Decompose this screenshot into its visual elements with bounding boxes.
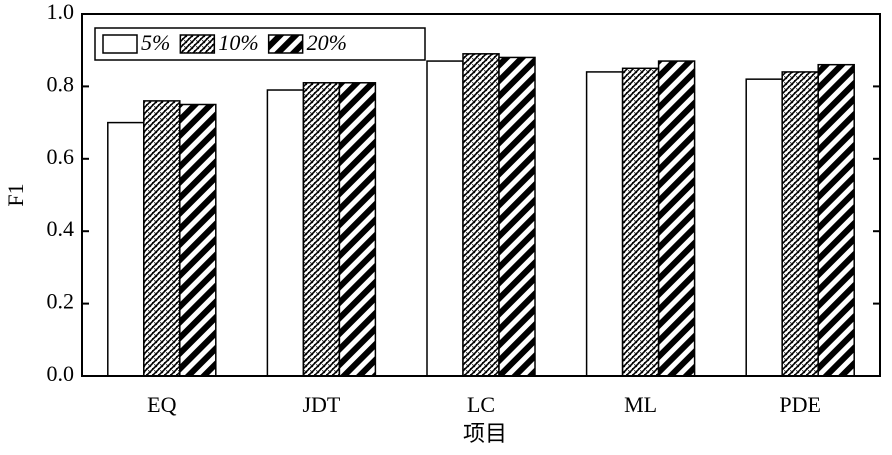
y-tick-label: 0.6	[47, 144, 75, 169]
legend-frame	[94, 27, 426, 61]
y-tick-label: 0.4	[47, 216, 75, 241]
y-axis-label: F1	[3, 183, 28, 206]
legend-swatch	[179, 34, 216, 54]
x-tick-label: LC	[467, 392, 495, 417]
plot-frame	[81, 13, 881, 377]
bar	[266, 89, 305, 377]
bar	[621, 67, 660, 377]
bar	[745, 78, 783, 377]
legend-label: 20%	[307, 30, 347, 55]
x-tick-label: EQ	[147, 392, 176, 417]
bar	[498, 56, 536, 377]
bar	[143, 100, 181, 377]
y-tick-label: 0.0	[47, 361, 75, 386]
legend-swatch	[102, 34, 138, 54]
bar	[302, 82, 341, 377]
legend-label: 10%	[218, 30, 258, 55]
x-tick-label: ML	[624, 392, 657, 417]
x-tick-label: JDT	[302, 392, 340, 417]
bar	[817, 63, 855, 377]
bar	[426, 60, 464, 377]
y-tick-label: 1.0	[47, 0, 75, 24]
bar	[179, 103, 217, 377]
y-tick-label: 0.2	[47, 289, 75, 314]
y-tick-label: 0.8	[47, 71, 75, 96]
x-axis-label: 项目	[463, 421, 507, 446]
legend-swatch	[267, 34, 304, 54]
x-tick-label: PDE	[779, 392, 821, 417]
legend-label: 5%	[141, 30, 170, 55]
bar	[338, 82, 377, 377]
bar	[781, 71, 819, 377]
bar	[107, 121, 145, 377]
bar	[585, 71, 624, 377]
bar	[462, 53, 500, 377]
bar	[657, 60, 696, 377]
